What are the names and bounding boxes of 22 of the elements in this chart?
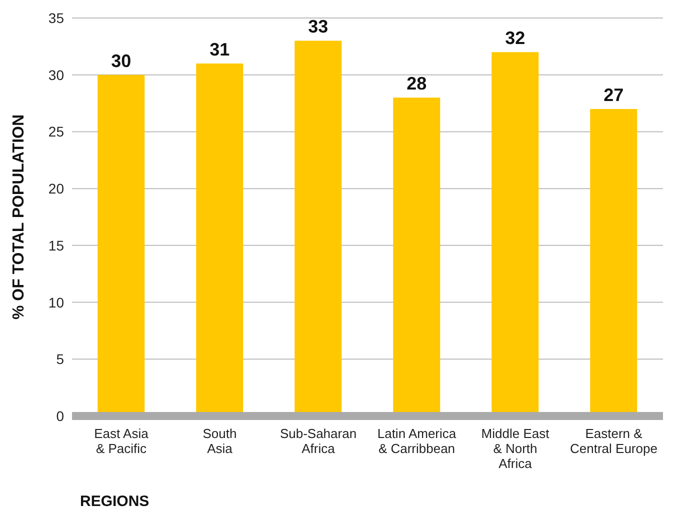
y-tick-label: 10 <box>48 294 64 310</box>
data-label: 33 <box>308 16 328 37</box>
x-tick-label: South Asia <box>202 426 237 456</box>
y-tick-label: 20 <box>48 180 64 197</box>
x-tick-label: East Asia & Pacific <box>94 426 150 456</box>
data-label: 28 <box>406 74 427 94</box>
y-tick-label: 25 <box>48 124 64 140</box>
y-axis-title: % OF TOTAL POPULATION <box>10 114 28 320</box>
y-tick-label: 35 <box>48 10 64 26</box>
x-axis-title: REGIONS <box>80 493 150 510</box>
y-tick-label: 30 <box>48 66 64 83</box>
x-tick-label: Middle East & North Africa <box>481 426 550 471</box>
x-tick-label: Eastern & Central Europe <box>570 426 658 456</box>
y-tick-label: 15 <box>48 237 64 254</box>
data-label: 31 <box>210 39 230 60</box>
x-tick-label: Latin America & Carribbean <box>377 426 457 456</box>
data-label: 32 <box>505 28 526 48</box>
x-tick-label: Sub-Saharan Africa <box>280 426 357 456</box>
data-label: 30 <box>111 50 132 71</box>
data-label: 27 <box>604 84 624 105</box>
y-tick-label: 5 <box>56 351 64 368</box>
y-tick-label: 0 <box>56 408 64 424</box>
